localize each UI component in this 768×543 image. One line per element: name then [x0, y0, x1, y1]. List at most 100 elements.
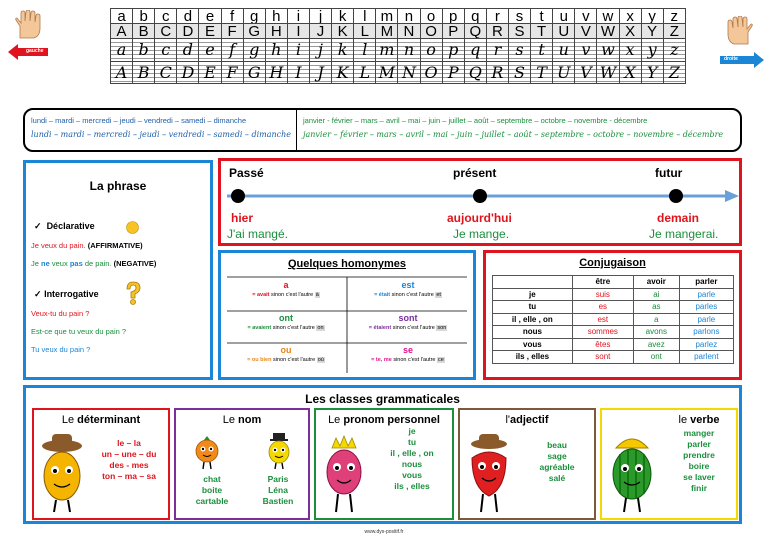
letter-cell: V — [575, 61, 598, 84]
conj-form: es — [571, 300, 634, 314]
verbe-list: manger parler prendre boire se laver finir — [662, 428, 736, 494]
nom-common-list: chat boite cartable — [182, 474, 242, 507]
conj-header-cell: parler — [678, 275, 735, 289]
homonyme-explanation: = avait sinon c'est l'autre à — [227, 292, 345, 298]
letter-cell: F — [221, 61, 244, 84]
droite-label: droite — [724, 56, 738, 62]
conj-form: avez — [632, 337, 680, 351]
list-item: beau — [547, 440, 567, 450]
homonyme-rest: sinon c'est l'autre — [272, 325, 315, 331]
letter-cell: E — [199, 23, 222, 39]
interrogative-heading: ✓ Interrogative — [34, 289, 99, 300]
list-item: un – une – du — [101, 449, 157, 459]
letter-cell: P — [442, 23, 465, 39]
letter-cell: W — [597, 61, 620, 84]
conj-pronoun: je — [492, 287, 573, 301]
letter-cell: O — [420, 61, 443, 84]
conj-form: ai — [632, 287, 680, 301]
letter-cell: I — [287, 61, 310, 84]
list-item: agréable — [539, 462, 575, 472]
homonyme-rest: sinon c'est l'autre — [273, 357, 316, 363]
list-item: Bastien — [262, 496, 294, 506]
homonyme-rest: sinon c'est l'autre — [392, 325, 435, 331]
letter-cell: B — [133, 61, 156, 84]
letter-cell: Q — [464, 23, 487, 39]
conj-row: vous êtes avez parlez — [492, 337, 735, 351]
days-months-box: lundi – mardi – mercredi – jeudi – vendr… — [23, 108, 742, 152]
homonyme-rest: sinon c'est l'autre — [271, 292, 314, 298]
determinant-title: Le déterminant — [34, 414, 168, 426]
conjugaison-table: être avoir parler je suis ai parle tu es as parles… — [492, 275, 735, 364]
adjectif-list: beau sage agréable salé — [520, 440, 594, 484]
conj-form: a — [632, 312, 680, 326]
letter-cell: x — [619, 38, 642, 61]
letter-cell: V — [575, 23, 598, 39]
conj-pronoun: ils , elles — [492, 350, 573, 364]
conj-pronoun: vous — [492, 337, 573, 351]
conj-form: est — [571, 312, 634, 326]
homonyme-cell: ont = avaient sinon c'est l'autre on — [227, 313, 345, 331]
futur-example: Je mangerai. — [649, 227, 719, 241]
conj-header-cell — [492, 275, 573, 289]
card-pronom: Le pronom personnel je tu il , elle , on no… — [314, 408, 454, 520]
letter-cell: R — [486, 23, 509, 39]
interrogative-label: Interrogative — [44, 289, 99, 299]
present-label: présent — [453, 166, 497, 180]
conj-pronoun: nous — [492, 325, 573, 339]
letter-cell: k — [332, 8, 355, 24]
conj-form: parles — [678, 300, 735, 314]
conjugaison-title: Conjugaison — [579, 257, 646, 269]
conj-form: parlons — [678, 325, 735, 339]
right-arrow-icon — [720, 52, 764, 68]
list-item: nous — [401, 459, 423, 469]
letter-cell: i — [287, 38, 310, 61]
homonyme-word: est — [401, 280, 415, 290]
months-cursive: janvier – février – mars – avril – mai –… — [303, 130, 724, 139]
list-item: le – la — [117, 438, 141, 448]
letter-cell: K — [332, 23, 355, 39]
timeline-dot-present — [473, 189, 487, 203]
letter-cell: f — [221, 8, 244, 24]
conj-form: ont — [632, 350, 680, 364]
homonyme-explanation: = était sinon c'est l'autre et — [349, 292, 467, 298]
letter-cell: S — [508, 23, 532, 39]
conj-row: ils , elles sont ont parlent — [492, 350, 735, 364]
homonyme-cell: est = était sinon c'est l'autre et — [349, 280, 467, 298]
homonyme-other: on — [316, 325, 325, 331]
letter-cell: u — [553, 8, 576, 24]
smiley-icon — [126, 221, 139, 234]
determinant-mascot-icon — [42, 434, 82, 513]
letter-cell: N — [398, 61, 421, 84]
letter-cell: M — [376, 61, 399, 84]
letter-cell: C — [155, 23, 178, 39]
declarative-label: Déclarative — [46, 221, 95, 231]
decl-2-veux: veux — [51, 259, 68, 268]
present-example: Je mange. — [453, 227, 510, 241]
adjectif-name: adjectif — [510, 414, 549, 426]
homonyme-explanation: = te, me sinon c'est l'autre ce — [349, 357, 467, 363]
list-item: boite — [201, 485, 223, 495]
letter-cell: K — [332, 61, 355, 84]
letter-cell: P — [442, 61, 465, 84]
homonyme-other: à — [314, 292, 320, 298]
letter-cell: d — [177, 8, 200, 24]
homonyme-equivalent: = était — [374, 292, 391, 298]
pronom-name: pronom personnel — [343, 414, 440, 426]
letter-cell: y — [641, 38, 664, 61]
list-item: finir — [690, 483, 708, 493]
letter-cell: z — [663, 8, 686, 24]
homonyme-cell: se = te, me sinon c'est l'autre ce — [349, 345, 467, 363]
letter-cell: q — [464, 8, 487, 24]
letter-cell: z — [663, 38, 686, 61]
list-item: Léna — [268, 485, 288, 495]
homonyme-equivalent: = ou bien — [247, 357, 272, 363]
letter-cell: k — [332, 38, 355, 61]
declarative-example-2: Je ne veux pas de pain. (NEGATIVE) — [31, 259, 156, 268]
letter-cell: p — [442, 8, 465, 24]
letter-cell: e — [199, 8, 222, 24]
days-column: lundi – mardi – mercredi – jeudi – vendr… — [25, 110, 297, 150]
passe-example: J'ai mangé. — [227, 227, 288, 241]
conj-pronoun: tu — [492, 300, 573, 314]
conj-form: êtes — [571, 337, 634, 351]
